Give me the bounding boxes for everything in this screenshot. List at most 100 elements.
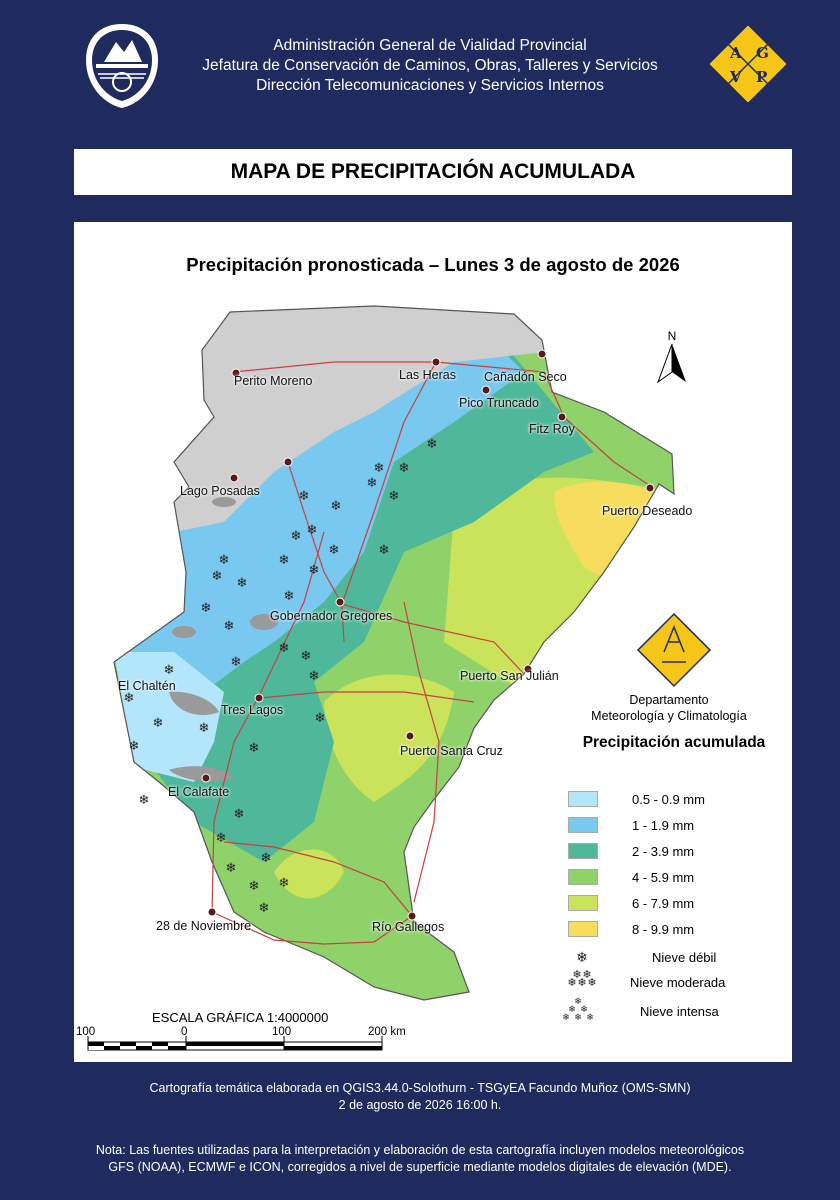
- city-label: Cañadón Seco: [484, 370, 567, 384]
- legend-swatch: [568, 791, 598, 807]
- legend-label: 2 - 3.9 mm: [632, 843, 695, 859]
- snow-icon: ❄: [261, 851, 272, 866]
- lake: [172, 626, 196, 638]
- city-marker: [431, 357, 441, 367]
- snow-icon: ❄: [379, 543, 390, 558]
- legend-swatch: [568, 817, 598, 833]
- snow-icon: ❄: [279, 876, 290, 891]
- snow-icon: ❄: [299, 489, 310, 504]
- snow-icon: ❄: [201, 601, 212, 616]
- snow-icon: ❄: [139, 793, 150, 808]
- snow-icon: ❄: [199, 721, 210, 736]
- svg-text:❄: ❄: [587, 976, 596, 989]
- legend-label: 8 - 9.9 mm: [632, 921, 695, 937]
- snow-icon: ❄: [301, 649, 312, 664]
- city-label: Perito Moreno: [234, 374, 313, 388]
- city-marker: [523, 664, 533, 674]
- dtysi-logo-icon: [636, 612, 712, 688]
- credits: Cartografía temática elaborada en QGIS3.…: [0, 1080, 840, 1114]
- city-marker: [557, 412, 567, 422]
- snow-icon: ❄: [309, 669, 320, 684]
- legend-swatch: [568, 921, 598, 937]
- legend-item: 1 - 1.9 mm: [568, 816, 694, 834]
- svg-text:❄: ❄: [572, 968, 581, 981]
- legend-label: 0.5 - 0.9 mm: [632, 791, 705, 807]
- snow-icon: ❄: [237, 576, 248, 591]
- legend-swatch: [568, 869, 598, 885]
- city-label: El Chaltén: [118, 679, 176, 693]
- svg-text:❄: ❄: [568, 1005, 576, 1015]
- city-marker: [407, 911, 417, 921]
- svg-text:❄: ❄: [567, 976, 576, 989]
- department-line-1: Departamento: [629, 693, 709, 707]
- snow-icon: ❄: [216, 831, 227, 846]
- city-label: Gobernador Gregores: [270, 609, 393, 623]
- svg-text:❄: ❄: [562, 1013, 570, 1023]
- snow-icon: ❄: [259, 901, 270, 916]
- snow-intense-icon: ❄ ❄ ❄ ❄ ❄ ❄: [562, 997, 594, 1023]
- snow-icon: ❄: [234, 807, 245, 822]
- snow-icon: ❄: [427, 437, 438, 452]
- snow-icon: ❄: [329, 543, 340, 558]
- city-marker: [207, 907, 217, 917]
- header-text: Administración General de Vialidad Provi…: [170, 36, 690, 96]
- road: [287, 461, 343, 605]
- road: [341, 603, 525, 675]
- snow-weak-icon: ❄: [576, 950, 588, 966]
- snow-icon: ❄: [367, 476, 378, 491]
- city-label: Río Gallegos: [372, 920, 445, 934]
- svg-text:❄: ❄: [577, 976, 586, 989]
- city-label: Fitz Roy: [529, 422, 575, 436]
- lake: [169, 766, 234, 782]
- legend-title: Precipitación acumulada: [582, 734, 766, 751]
- city-label: Puerto Santa Cruz: [400, 744, 503, 758]
- snow-icon: ❄: [153, 716, 164, 731]
- city-label: Las Heras: [399, 368, 456, 382]
- legend-item: 6 - 7.9 mm: [568, 894, 694, 912]
- city-label: Lago Posadas: [180, 484, 260, 498]
- north-arrow-icon: N: [656, 329, 686, 384]
- road: [223, 841, 413, 917]
- legend-label: Nieve intensa: [640, 1003, 719, 1019]
- snow-icon: ❄: [129, 739, 140, 754]
- snow-icon: ❄: [249, 879, 260, 894]
- city-marker: [405, 731, 415, 741]
- roads: [211, 361, 653, 945]
- map-panel: Precipitación pronosticada – Lunes 3 de …: [74, 222, 792, 1062]
- credits-line-1: Cartografía temática elaborada en QGIS3.…: [149, 1081, 691, 1095]
- logo-letter-v: V: [729, 68, 742, 86]
- city-marker: [229, 473, 239, 483]
- road: [211, 911, 413, 945]
- svg-text:❄: ❄: [574, 997, 582, 1007]
- lake: [212, 497, 236, 507]
- legend-item: 4 - 5.9 mm: [568, 868, 694, 886]
- road: [211, 695, 260, 913]
- legend-swatch: [568, 843, 598, 859]
- scale-label: 100: [76, 1026, 96, 1038]
- city-label: 28 de Noviembre: [156, 919, 252, 933]
- legend-item: 2 - 3.9 mm: [568, 842, 694, 860]
- snow-icon: ❄: [291, 529, 302, 544]
- snow-icon: ❄: [164, 663, 175, 678]
- city-marker: [481, 385, 491, 395]
- zone-6-7.9mm-central: [324, 674, 454, 802]
- svg-text:❄: ❄: [580, 1005, 588, 1015]
- city-label: El Calafate: [168, 785, 230, 799]
- snow-icon: ❄: [389, 489, 400, 504]
- city-label: Pico Truncado: [459, 396, 539, 410]
- snow-icon: ❄: [307, 523, 318, 538]
- logo-letter-g: G: [756, 44, 769, 62]
- snow-icon: ❄: [124, 691, 135, 706]
- snow-symbols: ❄ ❄ ❄ ❄ ❄ ❄ ❄ ❄ ❄ ❄ ❄ ❄ ❄ ❄ ❄ ❄ ❄ ❄ ❄ ❄ …: [124, 437, 438, 916]
- province-seal-icon: [86, 24, 158, 108]
- lakes: [169, 497, 278, 782]
- logo-letter-p: P: [756, 68, 767, 86]
- legend-label: 1 - 1.9 mm: [632, 817, 695, 833]
- scale-label: 0: [181, 1026, 188, 1038]
- header: Administración General de Vialidad Provi…: [0, 0, 840, 140]
- snow-icon: ❄: [212, 569, 223, 584]
- svg-text:❄: ❄: [574, 1013, 582, 1023]
- snow-icon: ❄: [226, 861, 237, 876]
- city-marker: [283, 457, 293, 467]
- scale-label: 100: [272, 1026, 292, 1038]
